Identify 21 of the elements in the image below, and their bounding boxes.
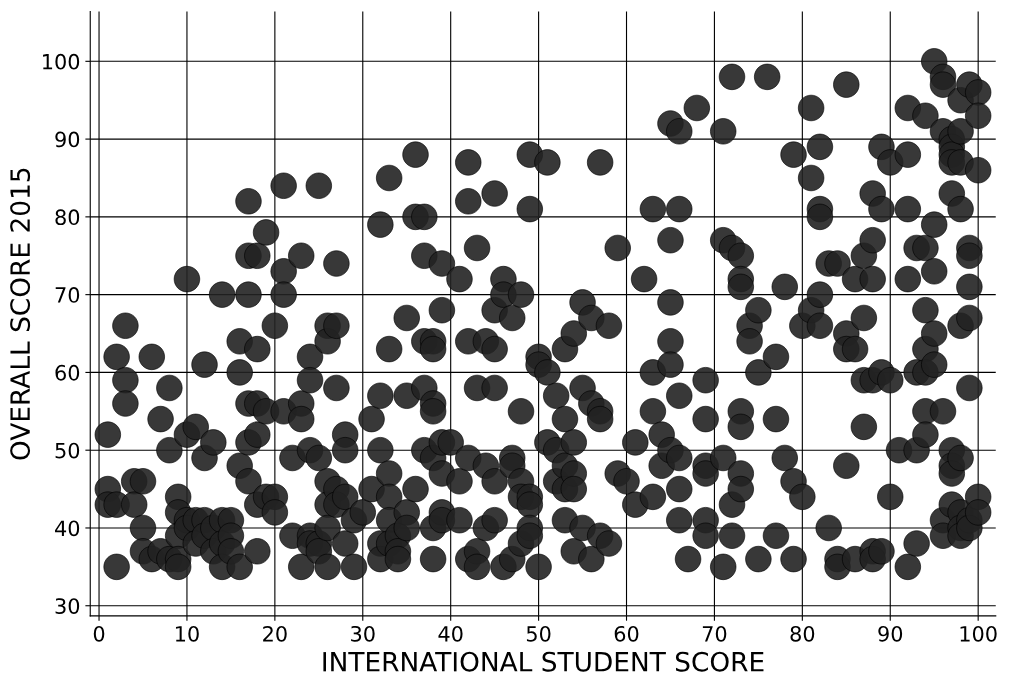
y-tick-label: 70	[55, 287, 80, 303]
x-tick-label: 70	[702, 625, 727, 642]
y-tick-label: 90	[55, 131, 80, 148]
y-tick-label: 50	[55, 442, 80, 459]
x-tick-label: 0	[93, 625, 105, 642]
x-tick-label: 90	[878, 625, 903, 642]
x-tick-label: 50	[526, 625, 551, 642]
x-tick-label: 80	[790, 625, 815, 642]
x-tick-label: 20	[263, 625, 287, 642]
y-tick-label: 80	[55, 209, 80, 226]
x-tick-label: 60	[614, 625, 639, 642]
x-tick-label: 30	[351, 625, 375, 642]
x-tick-label: 100	[960, 625, 997, 642]
y-tick-label: 40	[55, 520, 80, 537]
y-tick-label: 30	[55, 598, 80, 614]
x-axis-title: INTERNATIONAL STUDENT SCORE	[323, 651, 764, 672]
x-tick-label: 10	[175, 625, 199, 642]
y-tick-label: 60	[55, 364, 80, 381]
y-axis-title: OVERALL SCORE 2015	[10, 168, 31, 460]
x-tick-label: 40	[438, 625, 463, 642]
y-tick-label: 100	[43, 53, 80, 70]
